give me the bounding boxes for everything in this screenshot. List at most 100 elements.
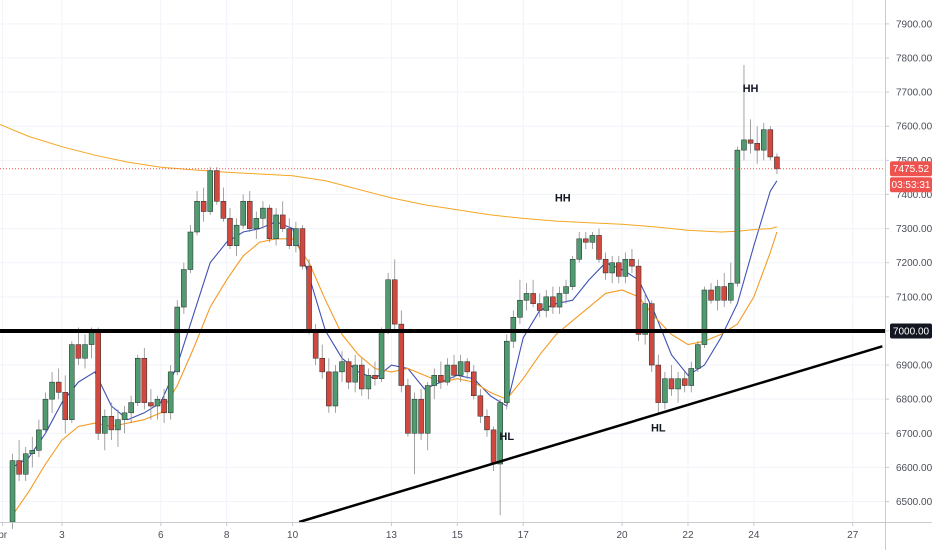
candle-down[interactable] bbox=[484, 415, 490, 431]
candle-up[interactable] bbox=[154, 398, 161, 407]
candle-up[interactable] bbox=[457, 361, 464, 376]
candle-up[interactable] bbox=[187, 231, 194, 270]
candle-up[interactable] bbox=[695, 344, 701, 369]
level-badge[interactable]: 7000.00 bbox=[890, 323, 932, 339]
candle-up[interactable] bbox=[642, 303, 648, 335]
candle-up[interactable] bbox=[352, 364, 358, 383]
candle-down[interactable] bbox=[148, 402, 154, 407]
candle-down[interactable] bbox=[721, 286, 727, 301]
candle-down[interactable] bbox=[774, 156, 780, 170]
candle-up[interactable] bbox=[431, 375, 438, 386]
candle-down[interactable] bbox=[767, 129, 774, 158]
candle-down[interactable] bbox=[220, 201, 227, 219]
candle-up[interactable] bbox=[82, 344, 88, 359]
candle-up[interactable] bbox=[385, 279, 391, 332]
candle-up[interactable] bbox=[543, 296, 550, 311]
candle-up[interactable] bbox=[42, 398, 49, 431]
candle-down[interactable] bbox=[418, 398, 424, 434]
candle-up[interactable] bbox=[517, 299, 523, 318]
candle-up[interactable] bbox=[115, 419, 121, 431]
candle-up[interactable] bbox=[102, 415, 108, 434]
candle-down[interactable] bbox=[16, 460, 22, 475]
candle-up[interactable] bbox=[569, 259, 576, 287]
candle-up[interactable] bbox=[714, 286, 721, 301]
candle-up[interactable] bbox=[9, 460, 16, 523]
candle-down[interactable] bbox=[266, 207, 273, 240]
candle-down[interactable] bbox=[550, 296, 556, 308]
candle-up[interactable] bbox=[207, 170, 213, 212]
drawn-lines[interactable] bbox=[0, 168, 885, 524]
candle-up[interactable] bbox=[563, 286, 569, 294]
candle-up[interactable] bbox=[365, 375, 372, 390]
trendline[interactable] bbox=[298, 345, 883, 524]
candle-up[interactable] bbox=[273, 214, 279, 240]
candle-up[interactable] bbox=[134, 357, 141, 403]
candle-up[interactable] bbox=[293, 228, 299, 246]
candle-down[interactable] bbox=[583, 238, 589, 243]
candle-down[interactable] bbox=[359, 364, 365, 390]
candle-up[interactable] bbox=[589, 235, 596, 243]
candle-up[interactable] bbox=[675, 378, 681, 390]
candle-down[interactable] bbox=[286, 228, 293, 246]
candle-down[interactable] bbox=[629, 259, 635, 267]
candle-down[interactable] bbox=[490, 429, 497, 465]
candle-down[interactable] bbox=[747, 139, 754, 144]
candle-up[interactable] bbox=[622, 259, 629, 277]
candle-down[interactable] bbox=[200, 201, 207, 212]
candle-down[interactable] bbox=[299, 228, 306, 267]
candle-down[interactable] bbox=[161, 398, 167, 414]
candle-up[interactable] bbox=[556, 293, 563, 308]
candle-up[interactable] bbox=[332, 371, 339, 407]
candle-down[interactable] bbox=[708, 289, 714, 301]
candle-down[interactable] bbox=[108, 415, 115, 431]
candle-down[interactable] bbox=[391, 279, 398, 325]
candle-down[interactable] bbox=[451, 364, 457, 376]
candle-up[interactable] bbox=[253, 218, 260, 229]
candle-up[interactable] bbox=[444, 364, 451, 383]
candle-down[interactable] bbox=[345, 361, 352, 383]
candle-down[interactable] bbox=[75, 344, 82, 359]
candle-down[interactable] bbox=[247, 201, 253, 229]
candle-up[interactable] bbox=[424, 385, 431, 434]
candle-up[interactable] bbox=[181, 269, 187, 308]
candle-down[interactable] bbox=[438, 375, 444, 383]
candle-up[interactable] bbox=[260, 207, 266, 219]
candle-up[interactable] bbox=[701, 289, 708, 345]
candle-down[interactable] bbox=[55, 381, 62, 393]
candle-up[interactable] bbox=[22, 453, 29, 475]
candle-down[interactable] bbox=[279, 214, 286, 229]
candle-down[interactable] bbox=[141, 357, 148, 403]
candle-down[interactable] bbox=[477, 395, 484, 417]
candle-down[interactable] bbox=[596, 235, 602, 260]
candle-down[interactable] bbox=[95, 330, 101, 434]
candle-down[interactable] bbox=[754, 143, 760, 151]
candle-down[interactable] bbox=[306, 265, 312, 332]
candle-down[interactable] bbox=[398, 323, 405, 386]
candle-down[interactable] bbox=[214, 170, 220, 202]
candle-up[interactable] bbox=[174, 306, 181, 373]
candle-up[interactable] bbox=[121, 412, 128, 420]
candle-down[interactable] bbox=[530, 293, 536, 304]
countdown-badge[interactable]: 03:53:31 bbox=[890, 177, 932, 193]
candle-up[interactable] bbox=[194, 201, 200, 233]
candle-up[interactable] bbox=[167, 371, 174, 414]
candle-down[interactable] bbox=[227, 218, 233, 246]
candle-down[interactable] bbox=[62, 392, 68, 420]
candle-up[interactable] bbox=[88, 330, 95, 345]
candle-up[interactable] bbox=[378, 330, 385, 379]
candle-down[interactable] bbox=[635, 265, 642, 335]
candle-up[interactable] bbox=[576, 238, 582, 260]
candle-down[interactable] bbox=[319, 357, 325, 373]
candle-down[interactable] bbox=[326, 371, 332, 407]
candle-down[interactable] bbox=[668, 378, 675, 390]
candle-up[interactable] bbox=[523, 293, 530, 301]
candle-up[interactable] bbox=[609, 262, 615, 274]
candle-up[interactable] bbox=[688, 368, 695, 386]
candle-down[interactable] bbox=[312, 330, 319, 359]
candle-up[interactable] bbox=[497, 402, 503, 465]
candles[interactable] bbox=[9, 64, 780, 529]
candle-up[interactable] bbox=[69, 344, 75, 420]
candle-down[interactable] bbox=[648, 303, 655, 366]
